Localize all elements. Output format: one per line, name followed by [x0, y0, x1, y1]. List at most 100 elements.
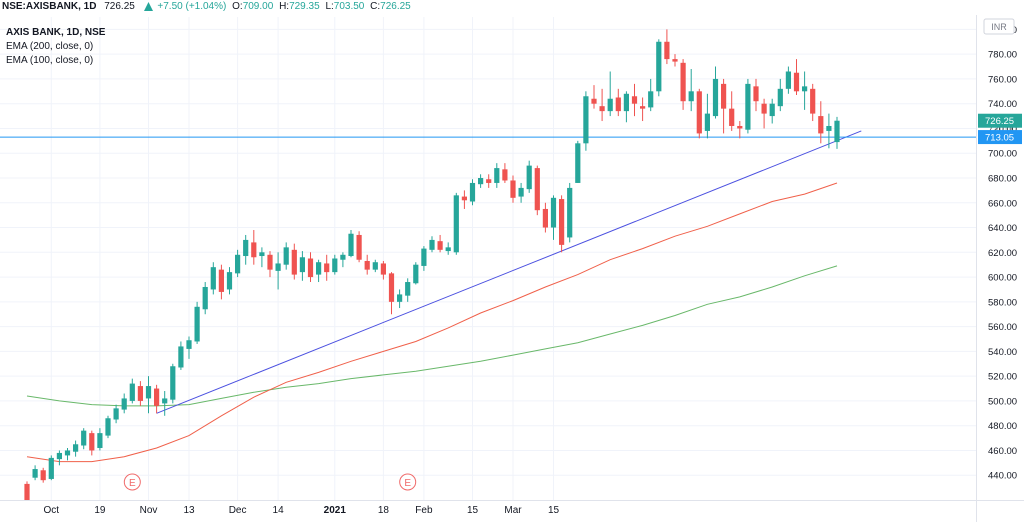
- candle: [170, 363, 176, 404]
- candle-body: [251, 242, 257, 258]
- candle-body: [793, 72, 800, 92]
- candle: [413, 262, 419, 285]
- candle-body: [769, 103, 775, 117]
- line-price-badge-label: 713.05: [985, 133, 1014, 144]
- price-tick-label: 480.00: [988, 421, 1017, 432]
- candle: [542, 202, 548, 233]
- candle: [324, 254, 330, 281]
- price-tick-label: 560.00: [988, 322, 1017, 333]
- candle: [834, 116, 840, 149]
- candle-body: [413, 264, 419, 284]
- candle-body: [534, 168, 540, 211]
- candle: [105, 415, 111, 439]
- currency-badge: [983, 18, 1015, 35]
- candle: [97, 428, 103, 451]
- candle-body: [648, 91, 654, 108]
- time-tick-label: 15: [548, 505, 560, 516]
- candle-body: [737, 125, 743, 129]
- candle-body: [283, 247, 289, 265]
- candle-body: [154, 388, 160, 406]
- candle-body: [64, 450, 71, 456]
- candle-body: [218, 269, 224, 292]
- candle-body: [372, 262, 378, 270]
- candle: [810, 83, 816, 122]
- candle: [332, 254, 338, 275]
- price-tick-label: 540.00: [988, 347, 1017, 358]
- candle: [583, 91, 589, 151]
- candle: [534, 165, 540, 216]
- last-price-badge: [978, 113, 1022, 128]
- candle-body: [810, 88, 816, 114]
- candle: [793, 59, 800, 96]
- price-tick-label: 760.00: [988, 74, 1017, 85]
- candle: [226, 267, 233, 295]
- price-tick-label: 620.00: [988, 248, 1017, 259]
- candle: [388, 272, 395, 315]
- candle: [48, 455, 54, 481]
- time-tick-label: 2021: [324, 505, 347, 516]
- candle-body: [542, 208, 548, 228]
- candle-body: [745, 83, 751, 130]
- candle: [502, 163, 508, 183]
- candle-body: [802, 86, 808, 92]
- candle: [121, 393, 127, 414]
- candle: [664, 29, 670, 65]
- earnings-marker-label: E: [404, 478, 411, 489]
- candle-body: [777, 88, 783, 107]
- candle-body: [340, 254, 346, 260]
- symbol-title[interactable]: NSE:AXISBANK, 1D: [2, 1, 97, 12]
- price-tick-label: 500.00: [988, 396, 1017, 407]
- candle: [235, 249, 241, 278]
- candle-body: [421, 248, 427, 266]
- candle-body: [121, 398, 127, 410]
- legend-title: AXIS BANK, 1D, NSE: [6, 27, 106, 38]
- earnings-marker-label: E: [129, 478, 136, 489]
- candle-body: [170, 366, 176, 400]
- candle-body: [356, 234, 362, 260]
- candle: [129, 378, 135, 404]
- legend-ema100[interactable]: EMA (100, close, 0): [6, 55, 94, 66]
- candle: [510, 175, 516, 203]
- candles: [24, 29, 840, 500]
- high-value: 729.35: [289, 1, 320, 12]
- candle: [486, 174, 492, 188]
- candle: [704, 93, 710, 139]
- low-value: 703.50: [333, 1, 365, 12]
- price-chart[interactable]: E E 440.00 460.00 480.00 500.00 520.00 540.00 56…: [0, 15, 1024, 522]
- time-tick-label: Feb: [415, 505, 433, 516]
- candle: [162, 391, 168, 416]
- candle: [575, 140, 581, 183]
- candle-body: [753, 86, 759, 102]
- time-tick-label: 13: [183, 505, 195, 516]
- candle: [802, 71, 808, 110]
- candle: [696, 88, 702, 139]
- candle: [461, 190, 467, 209]
- close-label: C:: [370, 1, 381, 12]
- price-tick-label: 580.00: [988, 297, 1017, 308]
- candle: [526, 160, 532, 193]
- candle-body: [631, 96, 638, 104]
- ema100-line: [26, 182, 838, 463]
- legend-ema200[interactable]: EMA (200, close, 0): [6, 41, 94, 52]
- candle: [73, 440, 79, 457]
- candle-body: [567, 187, 573, 238]
- price-tick-label: 680.00: [988, 174, 1017, 185]
- candle: [656, 39, 662, 97]
- candle: [24, 481, 30, 500]
- time-tick-label: 14: [273, 505, 285, 516]
- candle: [469, 179, 476, 206]
- candle: [640, 97, 646, 122]
- candle: [194, 301, 200, 344]
- candle: [453, 192, 459, 255]
- candle: [745, 78, 751, 134]
- candle-body: [672, 59, 678, 62]
- candle: [437, 234, 443, 253]
- candle-body: [235, 254, 241, 274]
- candle: [291, 243, 297, 280]
- candle-body: [24, 483, 30, 500]
- price-change: +7.50 (+1.04%): [157, 1, 227, 12]
- candle: [210, 262, 216, 295]
- candle: [769, 98, 775, 124]
- candle-body: [186, 340, 192, 349]
- ema200-line: [26, 265, 838, 407]
